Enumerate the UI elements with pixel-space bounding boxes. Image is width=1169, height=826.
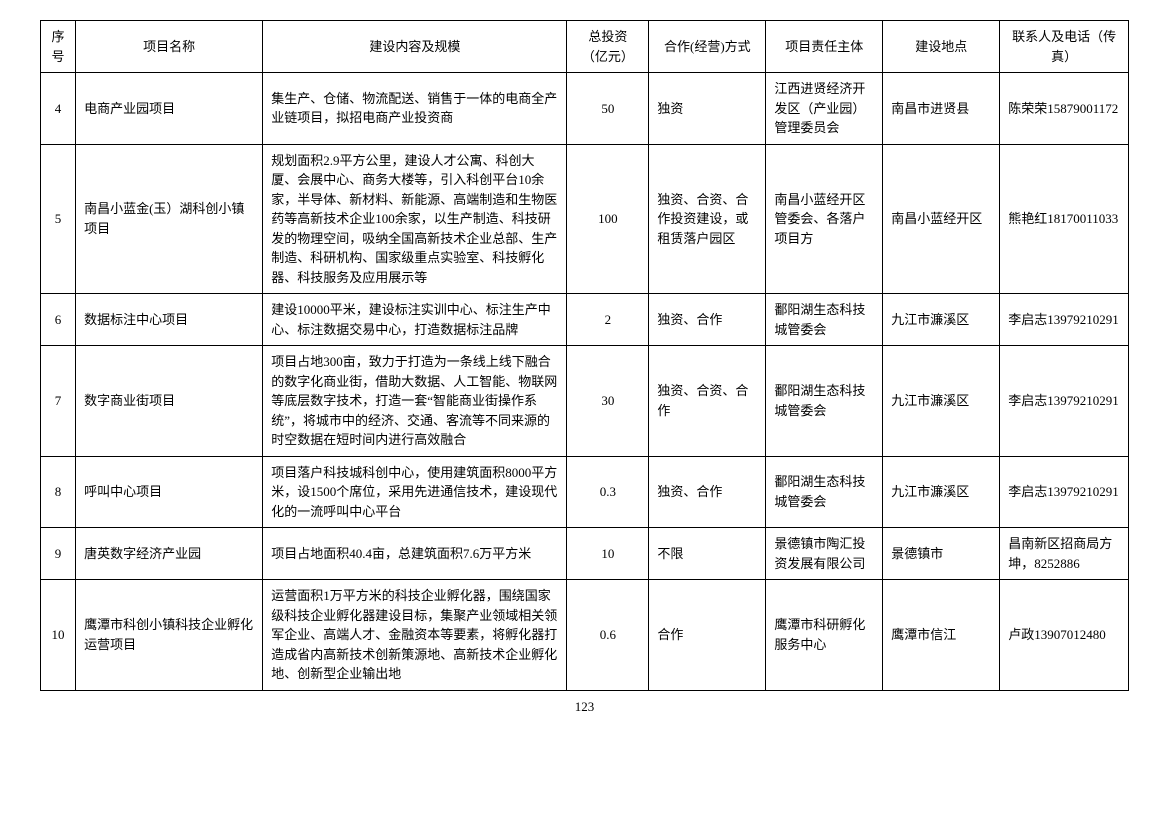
header-name: 项目名称 [76,21,263,73]
cell-owner: 江西进贤经济开发区（产业园）管理委员会 [766,73,883,145]
table-row: 6数据标注中心项目建设10000平米，建设标注实训中心、标注生产中心、标注数据交… [41,294,1129,346]
cell-desc: 项目占地面积40.4亩，总建筑面积7.6万平方米 [263,528,567,580]
cell-seq: 5 [41,144,76,294]
cell-loc: 南昌市进贤县 [883,73,1000,145]
header-desc: 建设内容及规模 [263,21,567,73]
table-row: 10鹰潭市科创小镇科技企业孵化运营项目运营面积1万平方米的科技企业孵化器，围绕国… [41,580,1129,691]
cell-loc: 九江市濂溪区 [883,456,1000,528]
cell-seq: 7 [41,346,76,457]
cell-invest: 30 [567,346,649,457]
cell-name: 数字商业街项目 [76,346,263,457]
page-number: 123 [40,699,1129,715]
cell-contact: 陈荣荣15879001172 [1000,73,1129,145]
header-invest: 总投资（亿元） [567,21,649,73]
cell-mode: 独资、合作 [649,294,766,346]
project-table: 序号 项目名称 建设内容及规模 总投资（亿元） 合作(经营)方式 项目责任主体 … [40,20,1129,691]
cell-loc: 九江市濂溪区 [883,294,1000,346]
cell-contact: 李启志13979210291 [1000,294,1129,346]
cell-mode: 合作 [649,580,766,691]
cell-seq: 9 [41,528,76,580]
table-row: 7数字商业街项目项目占地300亩，致力于打造为一条线上线下融合的数字化商业街，借… [41,346,1129,457]
cell-desc: 集生产、仓储、物流配送、销售于一体的电商全产业链项目，拟招电商产业投资商 [263,73,567,145]
cell-owner: 鄱阳湖生态科技城管委会 [766,294,883,346]
cell-mode: 独资、合作 [649,456,766,528]
cell-loc: 景德镇市 [883,528,1000,580]
cell-name: 数据标注中心项目 [76,294,263,346]
cell-seq: 10 [41,580,76,691]
cell-desc: 项目落户科技城科创中心，使用建筑面积8000平方米，设1500个席位，采用先进通… [263,456,567,528]
cell-contact: 李启志13979210291 [1000,346,1129,457]
table-row: 8呼叫中心项目项目落户科技城科创中心，使用建筑面积8000平方米，设1500个席… [41,456,1129,528]
cell-mode: 独资 [649,73,766,145]
cell-contact: 卢政13907012480 [1000,580,1129,691]
cell-owner: 南昌小蓝经开区管委会、各落户项目方 [766,144,883,294]
cell-name: 呼叫中心项目 [76,456,263,528]
cell-mode: 独资、合资、合作 [649,346,766,457]
cell-owner: 鄱阳湖生态科技城管委会 [766,346,883,457]
cell-invest: 2 [567,294,649,346]
cell-name: 唐英数字经济产业园 [76,528,263,580]
table-row: 4电商产业园项目集生产、仓储、物流配送、销售于一体的电商全产业链项目，拟招电商产… [41,73,1129,145]
cell-invest: 10 [567,528,649,580]
cell-invest: 50 [567,73,649,145]
cell-invest: 100 [567,144,649,294]
table-row: 9唐英数字经济产业园项目占地面积40.4亩，总建筑面积7.6万平方米10不限景德… [41,528,1129,580]
cell-owner: 景德镇市陶汇投资发展有限公司 [766,528,883,580]
cell-contact: 昌南新区招商局方坤，8252886 [1000,528,1129,580]
cell-desc: 建设10000平米，建设标注实训中心、标注生产中心、标注数据交易中心，打造数据标… [263,294,567,346]
cell-desc: 项目占地300亩，致力于打造为一条线上线下融合的数字化商业街，借助大数据、人工智… [263,346,567,457]
table-row: 5南昌小蓝金(玉）湖科创小镇项目规划面积2.9平方公里，建设人才公寓、科创大厦、… [41,144,1129,294]
cell-mode: 独资、合资、合作投资建设，或租赁落户园区 [649,144,766,294]
cell-invest: 0.6 [567,580,649,691]
cell-seq: 6 [41,294,76,346]
table-header-row: 序号 项目名称 建设内容及规模 总投资（亿元） 合作(经营)方式 项目责任主体 … [41,21,1129,73]
header-contact: 联系人及电话（传真） [1000,21,1129,73]
cell-seq: 8 [41,456,76,528]
cell-loc: 鹰潭市信江 [883,580,1000,691]
header-owner: 项目责任主体 [766,21,883,73]
header-seq: 序号 [41,21,76,73]
cell-seq: 4 [41,73,76,145]
header-loc: 建设地点 [883,21,1000,73]
cell-name: 电商产业园项目 [76,73,263,145]
cell-name: 鹰潭市科创小镇科技企业孵化运营项目 [76,580,263,691]
cell-invest: 0.3 [567,456,649,528]
cell-loc: 南昌小蓝经开区 [883,144,1000,294]
cell-desc: 运营面积1万平方米的科技企业孵化器，围绕国家级科技企业孵化器建设目标，集聚产业领… [263,580,567,691]
cell-mode: 不限 [649,528,766,580]
cell-desc: 规划面积2.9平方公里，建设人才公寓、科创大厦、会展中心、商务大楼等，引入科创平… [263,144,567,294]
cell-owner: 鄱阳湖生态科技城管委会 [766,456,883,528]
cell-loc: 九江市濂溪区 [883,346,1000,457]
cell-name: 南昌小蓝金(玉）湖科创小镇项目 [76,144,263,294]
cell-contact: 李启志13979210291 [1000,456,1129,528]
header-mode: 合作(经营)方式 [649,21,766,73]
cell-contact: 熊艳红18170011033 [1000,144,1129,294]
cell-owner: 鹰潭市科研孵化服务中心 [766,580,883,691]
